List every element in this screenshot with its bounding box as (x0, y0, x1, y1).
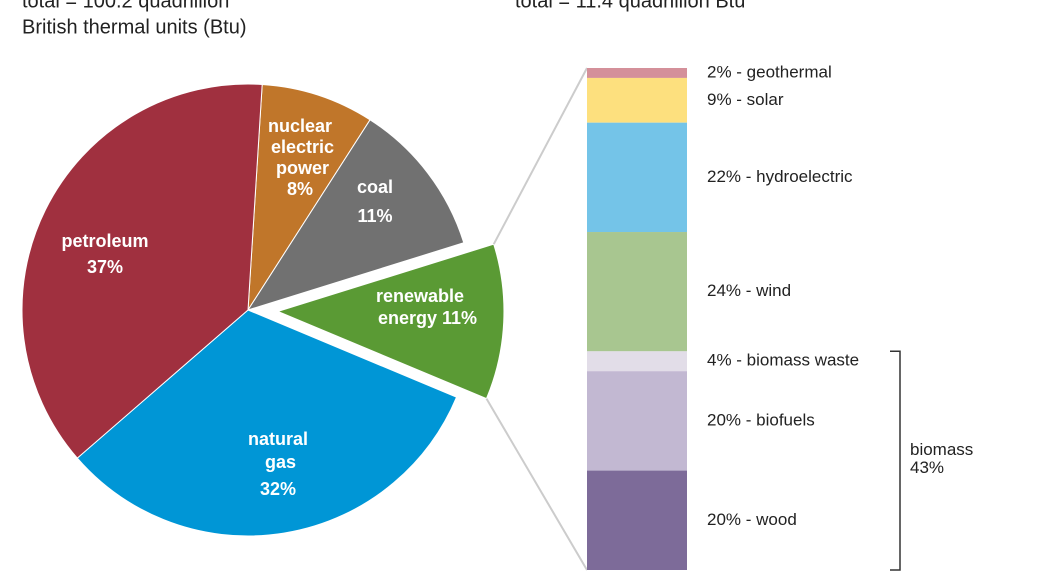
segment-label: 20% - biofuels (707, 410, 815, 429)
slice-value-label: 11% (442, 308, 477, 328)
bar-segment (587, 68, 687, 78)
connector (492, 67, 588, 245)
slice-label: nuclear electric power (266, 116, 334, 178)
slice-value-label: 8% (287, 179, 313, 199)
bar-segment (587, 470, 687, 570)
slice-label: renewable energy (373, 286, 464, 328)
pie-slice (76, 309, 458, 537)
bar-segment (587, 371, 687, 471)
bar-segment (587, 122, 687, 233)
pie-slice (276, 243, 505, 400)
pie-slice (246, 119, 465, 311)
pie-subtitle: total = 100.2 quadrillion (22, 0, 229, 12)
slice-value-label: 32% (260, 479, 296, 499)
pie-slice (247, 83, 371, 312)
pie-slice (21, 83, 263, 459)
slice-value-label: 37% (87, 257, 123, 277)
slice-label: natural gas (248, 429, 308, 472)
bar-segment (587, 351, 687, 372)
group-bracket (890, 350, 901, 571)
connector (485, 398, 588, 571)
segment-label: 9% - solar (707, 90, 784, 109)
segment-label: 22% - hydroelectric (707, 167, 853, 186)
segment-label: 4% - biomass waste (707, 351, 859, 370)
slice-label: petroleum (61, 231, 148, 251)
slice-label: coal (357, 177, 393, 197)
segment-label: 24% - wind (707, 281, 791, 300)
bar-segment (587, 232, 687, 352)
pie-subtitle: British thermal units (Btu) (22, 16, 247, 38)
slice-value-label: 11% (357, 206, 392, 226)
bar-subtitle: total = 11.4 quadrillion Btu (515, 0, 745, 12)
group-value-label: 43% (910, 458, 944, 477)
group-label: biomass (910, 440, 973, 459)
bar-segment (587, 77, 687, 123)
segment-label: 2% - geothermal (707, 62, 832, 81)
segment-label: 20% - wood (707, 510, 797, 529)
